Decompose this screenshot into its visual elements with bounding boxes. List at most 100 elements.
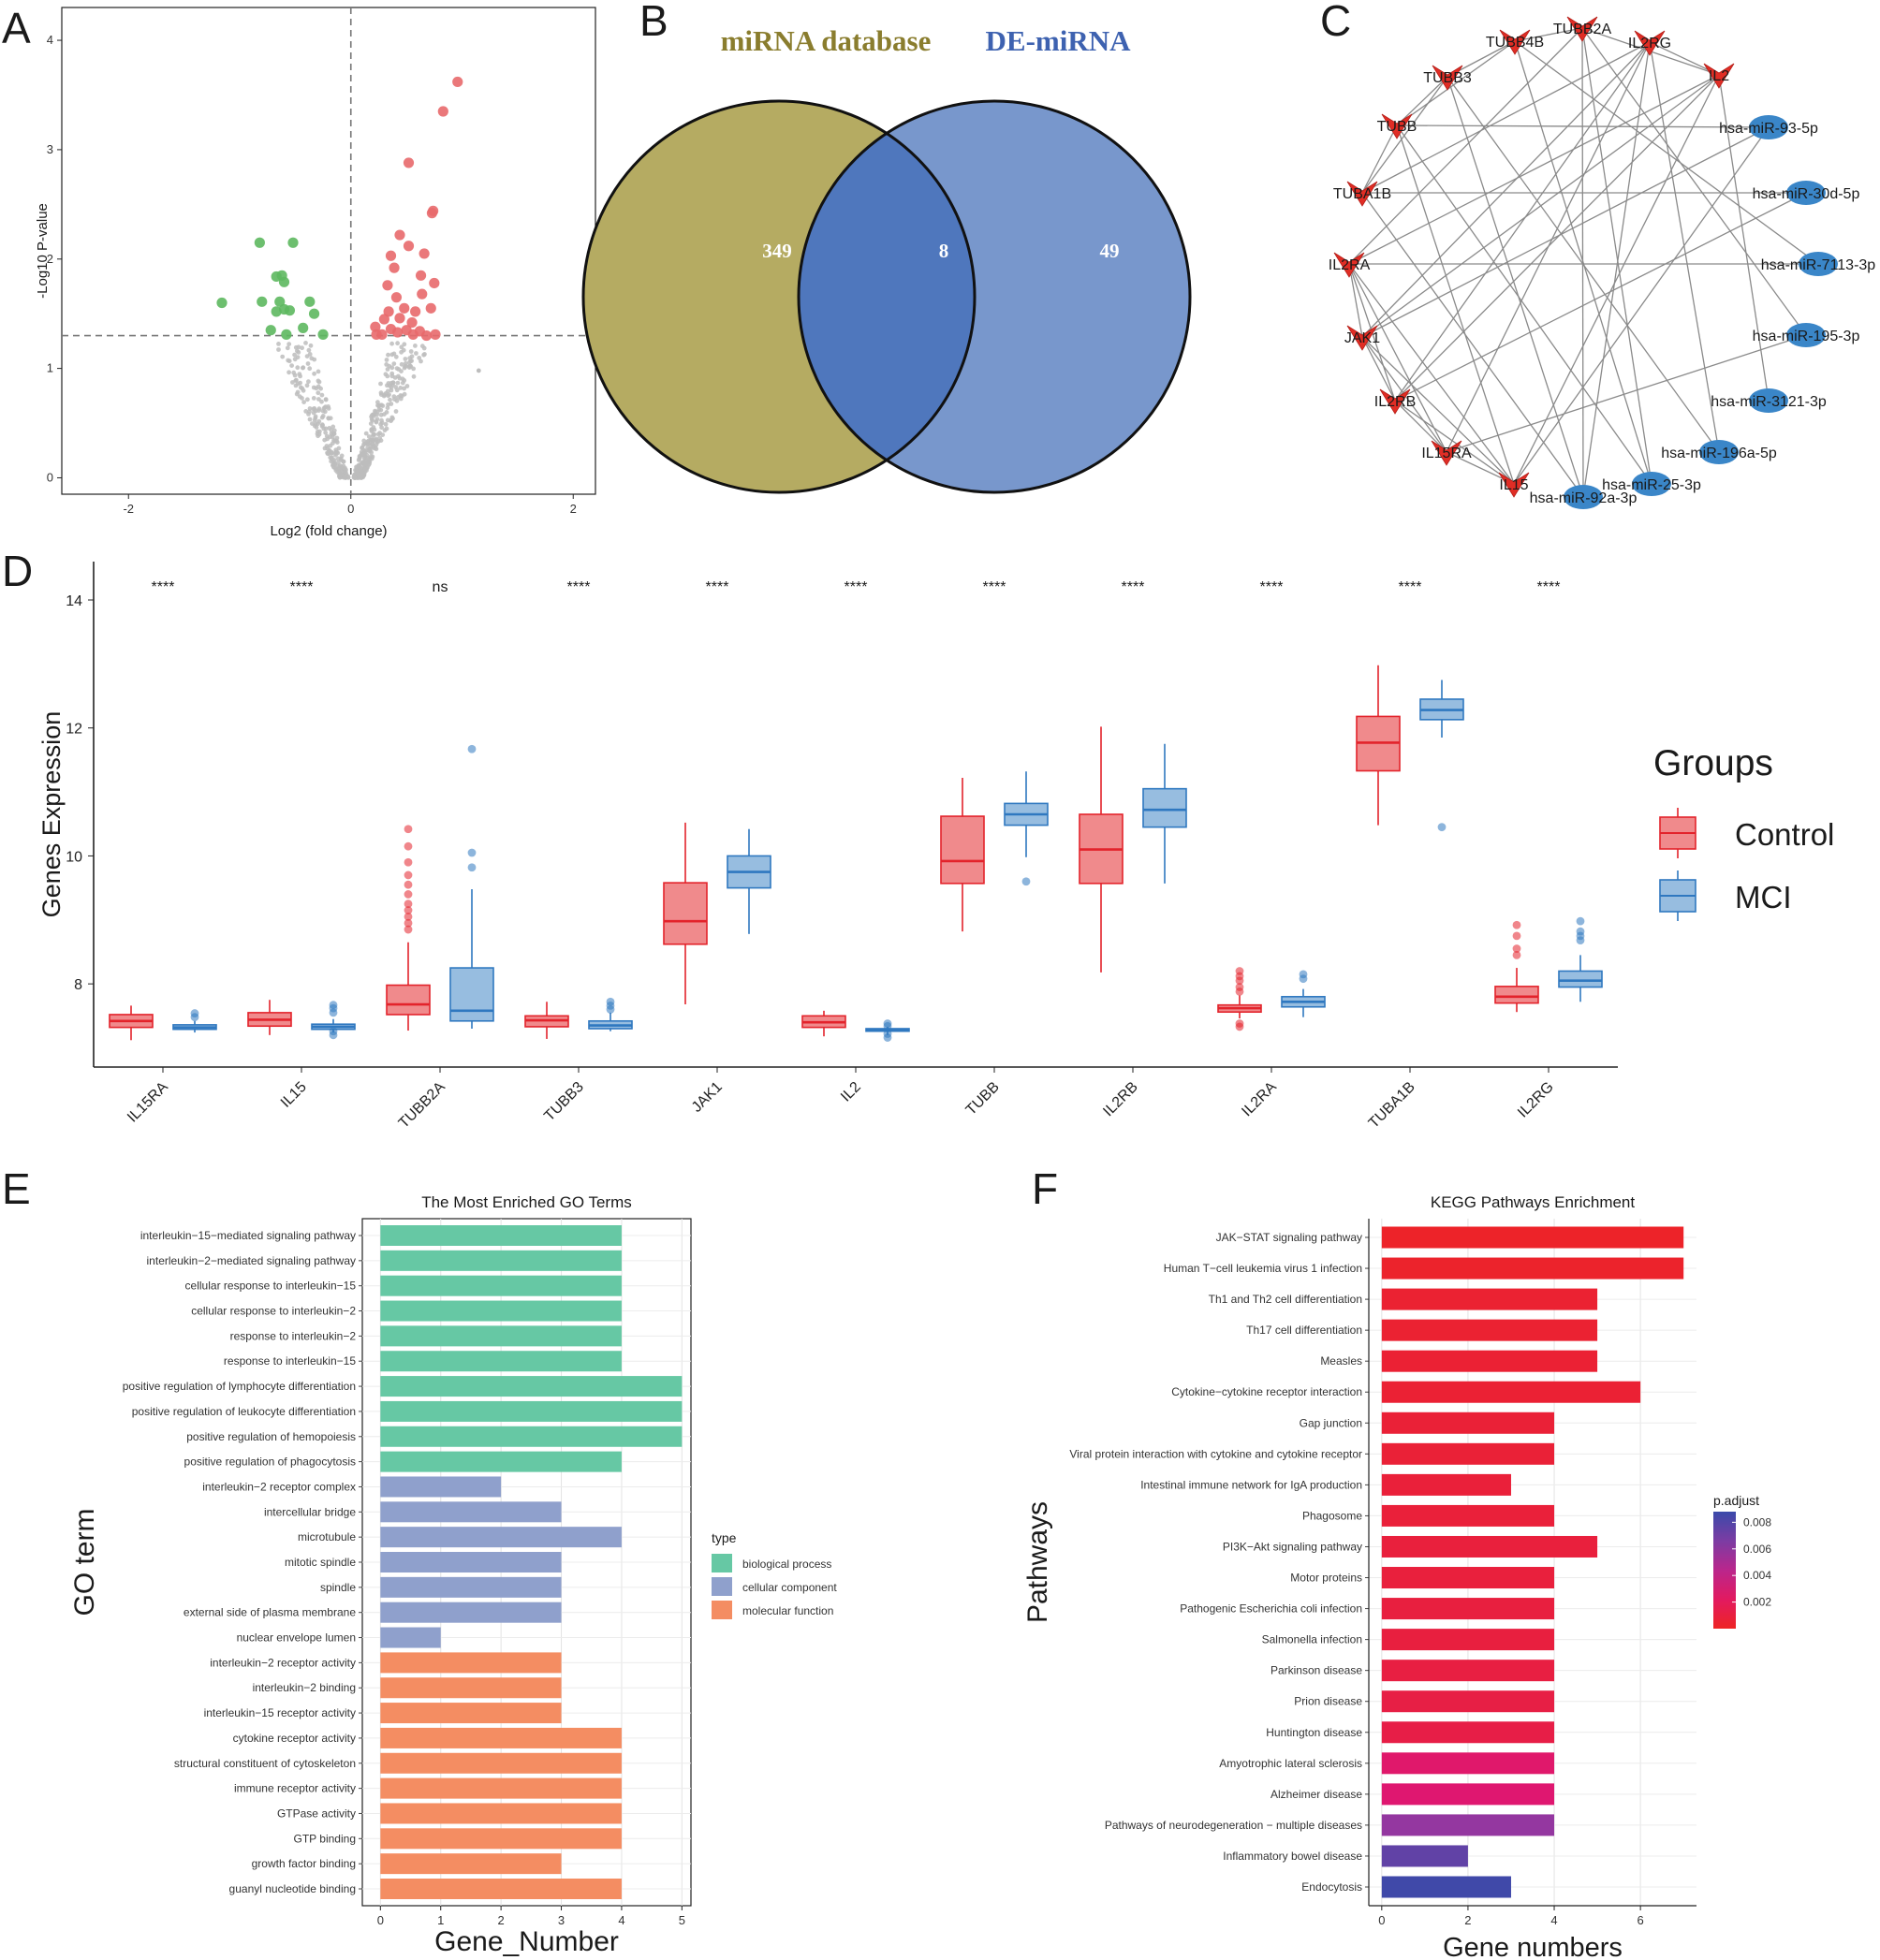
- bar: [1381, 1567, 1555, 1589]
- bar: [1381, 1411, 1555, 1434]
- bar: [1381, 1226, 1684, 1249]
- volcano-frame: [61, 7, 596, 495]
- gene-node-label: IL15: [1499, 477, 1528, 493]
- ns-point: [295, 355, 301, 359]
- ns-point: [295, 365, 301, 371]
- ns-point: [377, 435, 382, 441]
- mci-outlier: [1576, 916, 1585, 926]
- category-label: interleukin−2 receptor activity: [210, 1656, 356, 1669]
- go-terms-bar-chart: interleukin−15−mediated signaling pathwa…: [69, 1193, 837, 1957]
- network-edge: [1581, 27, 1652, 485]
- legend-label: MCI: [1735, 880, 1792, 914]
- chart-title: KEGG Pathways Enrichment: [1431, 1193, 1636, 1211]
- mirna-node: [1749, 115, 1788, 139]
- ns-point: [372, 427, 377, 432]
- category-label: interleukin−15−mediated signaling pathwa…: [140, 1229, 356, 1242]
- ns-point: [316, 397, 321, 402]
- legend-label: cellular component: [742, 1581, 837, 1594]
- ns-point: [317, 429, 322, 434]
- ns-point: [402, 391, 407, 397]
- control-outlier: [1235, 983, 1244, 991]
- network-edge: [1581, 27, 1807, 336]
- y-tick-label: 12: [66, 722, 82, 738]
- mci-outlier: [329, 1027, 338, 1036]
- mirna-node-label: hsa-miR-25-3p: [1602, 477, 1701, 493]
- volcano-plot: -2 0 2 0 1 2 3 4 Log2 (fold change) -Log10 P-valu…: [35, 7, 596, 539]
- ns-point: [301, 400, 306, 404]
- network-edge: [1718, 74, 1770, 402]
- bar: [1381, 1350, 1598, 1372]
- bar: [380, 1325, 622, 1347]
- x-tick-label: -2: [123, 502, 134, 516]
- ns-point: [295, 348, 300, 354]
- category-label: cytokine receptor activity: [233, 1732, 356, 1745]
- x-tick-label: 0: [1378, 1913, 1385, 1927]
- down-regulated-point: [308, 308, 320, 319]
- up-regulated-point: [429, 277, 440, 289]
- bar: [1381, 1845, 1468, 1867]
- x-axis-title: Gene numbers: [1443, 1933, 1623, 1960]
- gene-node: [1566, 16, 1598, 42]
- up-regulated-point: [406, 316, 418, 329]
- gene-node: [1499, 29, 1531, 55]
- ns-point: [316, 418, 322, 424]
- bar: [380, 1552, 562, 1572]
- x-axis-title: Gene_Number: [434, 1926, 619, 1957]
- significance-label: ****: [1122, 579, 1145, 595]
- ns-point: [404, 363, 408, 369]
- ns-point: [362, 466, 368, 472]
- x-tick-label: 0: [347, 502, 354, 516]
- ns-point: [476, 368, 481, 373]
- mci-box: [449, 967, 494, 1022]
- ns-point: [365, 456, 371, 461]
- ns-point: [334, 449, 340, 455]
- ns-point: [363, 431, 369, 436]
- ns-point: [333, 468, 339, 473]
- bar: [1381, 1721, 1555, 1744]
- ns-point: [385, 388, 390, 394]
- ns-point: [316, 378, 321, 384]
- network-edge: [1396, 124, 1652, 485]
- ns-point: [329, 428, 334, 432]
- y-tick-label: 10: [66, 849, 82, 865]
- ns-point: [320, 423, 325, 428]
- legend-title: Groups: [1653, 743, 1773, 783]
- up-regulated-point: [394, 313, 405, 324]
- network-edge: [1396, 40, 1516, 126]
- ns-point: [337, 463, 343, 468]
- down-regulated-point: [287, 237, 299, 248]
- colorbar-label: 0.002: [1743, 1596, 1771, 1609]
- bar: [1381, 1876, 1511, 1898]
- ns-point: [312, 371, 316, 376]
- ns-point: [393, 409, 399, 414]
- up-regulated-point: [430, 329, 441, 340]
- ns-point: [387, 383, 392, 388]
- ns-point: [366, 434, 372, 439]
- ns-point: [297, 394, 302, 400]
- category-label: spindle: [320, 1581, 356, 1594]
- up-regulated-point: [415, 270, 427, 281]
- up-regulated-point: [419, 248, 430, 259]
- ns-point: [400, 380, 405, 386]
- x-tick-label: 4: [1550, 1913, 1557, 1927]
- chart-title: The Most Enriched GO Terms: [421, 1193, 632, 1211]
- x-tick-label: 5: [679, 1913, 685, 1927]
- category-label: growth factor binding: [252, 1857, 356, 1870]
- ns-point: [395, 380, 401, 386]
- ns-point: [399, 361, 404, 367]
- x-tick-label: 4: [618, 1913, 624, 1927]
- ns-point: [328, 434, 332, 440]
- bar: [380, 1576, 562, 1598]
- ns-point: [323, 430, 329, 435]
- ns-point: [286, 342, 292, 346]
- down-regulated-point: [284, 305, 296, 316]
- up-regulated-point: [425, 302, 436, 314]
- ns-point: [293, 344, 299, 350]
- ns-point: [407, 364, 412, 369]
- ns-point: [361, 438, 367, 444]
- bar: [1381, 1288, 1598, 1310]
- mirna-node-label: hsa-miR-30d-5p: [1753, 186, 1860, 202]
- ns-point: [354, 464, 360, 470]
- down-regulated-point: [271, 306, 282, 317]
- significance-label: ****: [290, 579, 314, 595]
